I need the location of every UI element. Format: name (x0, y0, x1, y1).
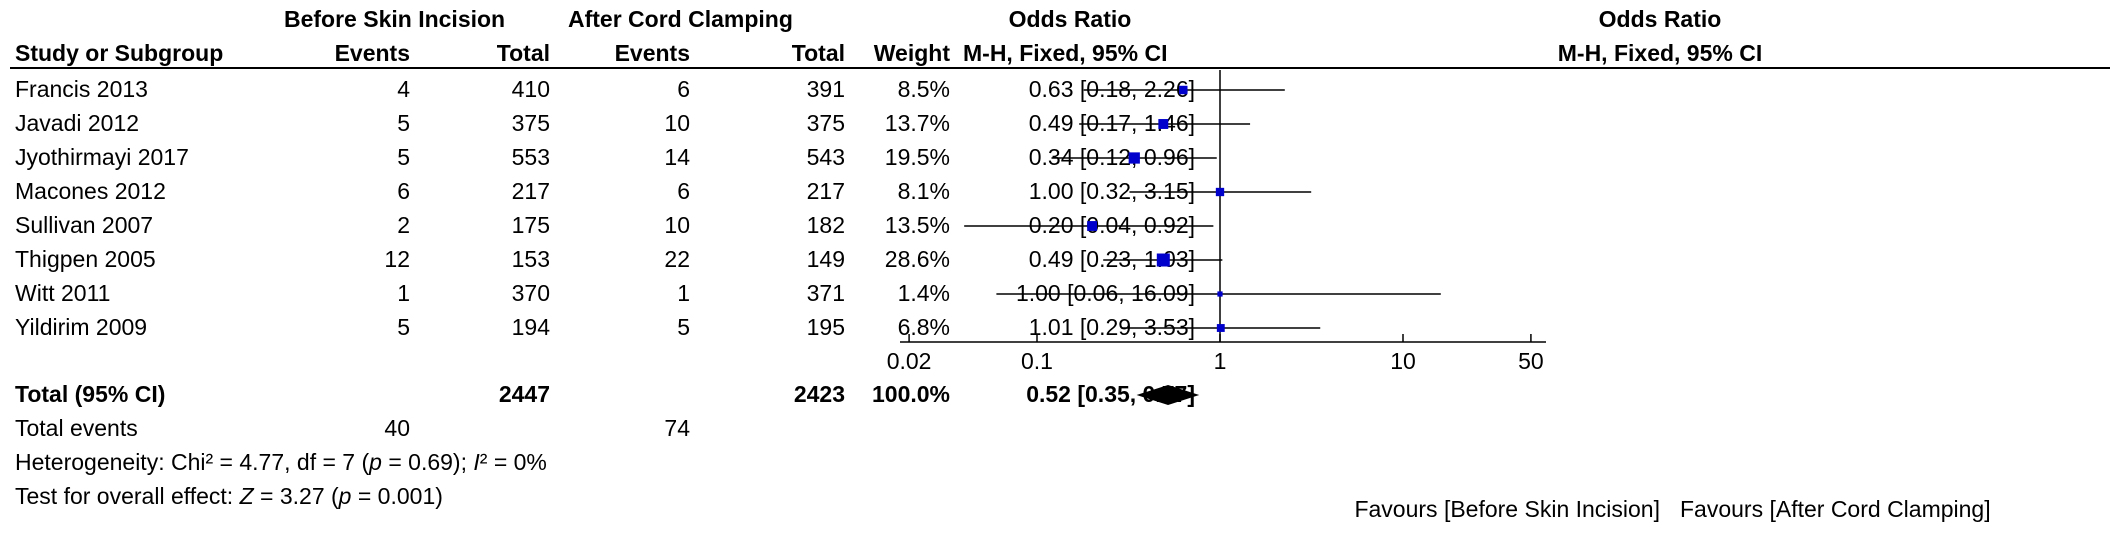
study-weight: 13.5% (884, 212, 950, 238)
x-tick-label: 1 (1213, 348, 1227, 374)
study-total2: 182 (806, 212, 845, 238)
study-events2: 6 (677, 178, 690, 204)
x-tick-label: 0.02 (886, 348, 932, 374)
study-events2: 6 (677, 76, 690, 102)
study-total2: 371 (806, 280, 845, 306)
study-name: Javadi 2012 (15, 110, 140, 136)
study-weight: 13.7% (884, 110, 950, 136)
study-point-marker (1216, 324, 1225, 332)
study-weight: 19.5% (884, 144, 950, 170)
study-events1: 2 (397, 212, 410, 238)
study-total2: 217 (806, 178, 845, 204)
study-total1: 175 (511, 212, 550, 238)
plot-header-method: M-H, Fixed, 95% CI (1557, 40, 1763, 66)
study-total2: 149 (806, 246, 845, 272)
total-events-label: Total events (15, 415, 138, 441)
study-name: Yildirim 2009 (15, 314, 148, 340)
study-events2: 22 (664, 246, 690, 272)
study-point-marker (1217, 291, 1223, 297)
total-events-e1: 40 (384, 415, 410, 441)
study-name: Sullivan 2007 (15, 212, 154, 238)
study-total1: 375 (511, 110, 550, 136)
study-events2: 14 (664, 144, 690, 170)
study-name: Jyothirmayi 2017 (15, 144, 189, 170)
study-ci-text: 0.34 [0.12, 0.96] (1028, 144, 1195, 170)
header-total2: Total (791, 40, 845, 66)
study-name: Francis 2013 (15, 76, 148, 102)
study-ci-text: 1.00 [0.06, 16.09] (1015, 280, 1195, 306)
study-point-marker (1128, 152, 1140, 164)
study-ci-text: 1.01 [0.29, 3.53] (1028, 314, 1195, 340)
study-total1: 553 (511, 144, 550, 170)
study-total1: 194 (511, 314, 550, 340)
study-weight: 8.1% (897, 178, 950, 204)
study-weight: 8.5% (897, 76, 950, 102)
study-weight: 28.6% (884, 246, 950, 272)
header-underline (10, 67, 2110, 69)
header-study: Study or Subgroup (15, 40, 224, 66)
total-weight: 100.0% (871, 381, 950, 407)
header-events2: Events (614, 40, 690, 66)
study-ci-text: 1.00 [0.32, 3.15] (1028, 178, 1195, 204)
header-weight: Weight (873, 40, 950, 66)
study-total2: 195 (806, 314, 845, 340)
study-point-marker (1158, 119, 1169, 129)
header-group-experimental: Before Skin Incision (284, 6, 506, 32)
header-group-control: After Cord Clamping (568, 6, 793, 32)
pooled-diamond (1136, 385, 1200, 405)
study-events1: 5 (397, 144, 410, 170)
x-tick-label: 50 (1518, 348, 1544, 374)
study-total2: 375 (806, 110, 845, 136)
study-name: Macones 2012 (15, 178, 166, 204)
study-total2: 391 (806, 76, 845, 102)
favours-right-label: Favours [After Cord Clamping] (1680, 496, 1991, 522)
study-events1: 12 (384, 246, 410, 272)
study-events2: 10 (664, 110, 690, 136)
study-events1: 5 (397, 314, 410, 340)
study-name: Thigpen 2005 (15, 246, 156, 272)
study-total1: 410 (511, 76, 550, 102)
study-total1: 370 (511, 280, 550, 306)
total-label: Total (95% CI) (15, 381, 166, 407)
favours-left-label: Favours [Before Skin Incision] (1354, 496, 1660, 522)
study-events2: 5 (677, 314, 690, 340)
overall-effect-text: Test for overall effect: Z = 3.27 (p = 0… (15, 483, 443, 509)
header-method: M-H, Fixed, 95% CI (963, 40, 1168, 66)
study-ci-text: 0.20 [0.04, 0.92] (1028, 212, 1195, 238)
study-ci-text: 0.49 [0.17, 1.46] (1028, 110, 1195, 136)
study-total2: 543 (806, 144, 845, 170)
study-weight: 6.8% (897, 314, 950, 340)
study-total1: 217 (511, 178, 550, 204)
total-events-e2: 74 (664, 415, 690, 441)
study-events1: 1 (397, 280, 410, 306)
plot-header-title: Odds Ratio (1598, 6, 1722, 32)
study-events1: 4 (397, 76, 410, 102)
total-n1: 2447 (498, 381, 550, 407)
study-ci-text: 0.49 [0.23, 1.03] (1028, 246, 1195, 272)
header-events1: Events (334, 40, 410, 66)
study-point-marker (1179, 85, 1188, 95)
study-point-marker (1156, 253, 1170, 267)
study-events2: 10 (664, 212, 690, 238)
x-tick-label: 0.1 (1021, 348, 1053, 374)
study-events1: 6 (397, 178, 410, 204)
header-total1: Total (496, 40, 550, 66)
study-name: Witt 2011 (15, 280, 111, 306)
study-point-marker (1087, 221, 1098, 231)
study-ci-text: 0.63 [0.18, 2.26] (1028, 76, 1195, 102)
study-events2: 1 (677, 280, 690, 306)
study-weight: 1.4% (897, 280, 950, 306)
heterogeneity-text: Heterogeneity: Chi² = 4.77, df = 7 (p = … (15, 449, 547, 475)
study-point-marker (1215, 187, 1225, 197)
header-odds-ratio: Odds Ratio (1008, 6, 1132, 32)
study-events1: 5 (397, 110, 410, 136)
study-total1: 153 (511, 246, 550, 272)
total-n2: 2423 (793, 381, 845, 407)
x-tick-label: 10 (1390, 348, 1416, 374)
